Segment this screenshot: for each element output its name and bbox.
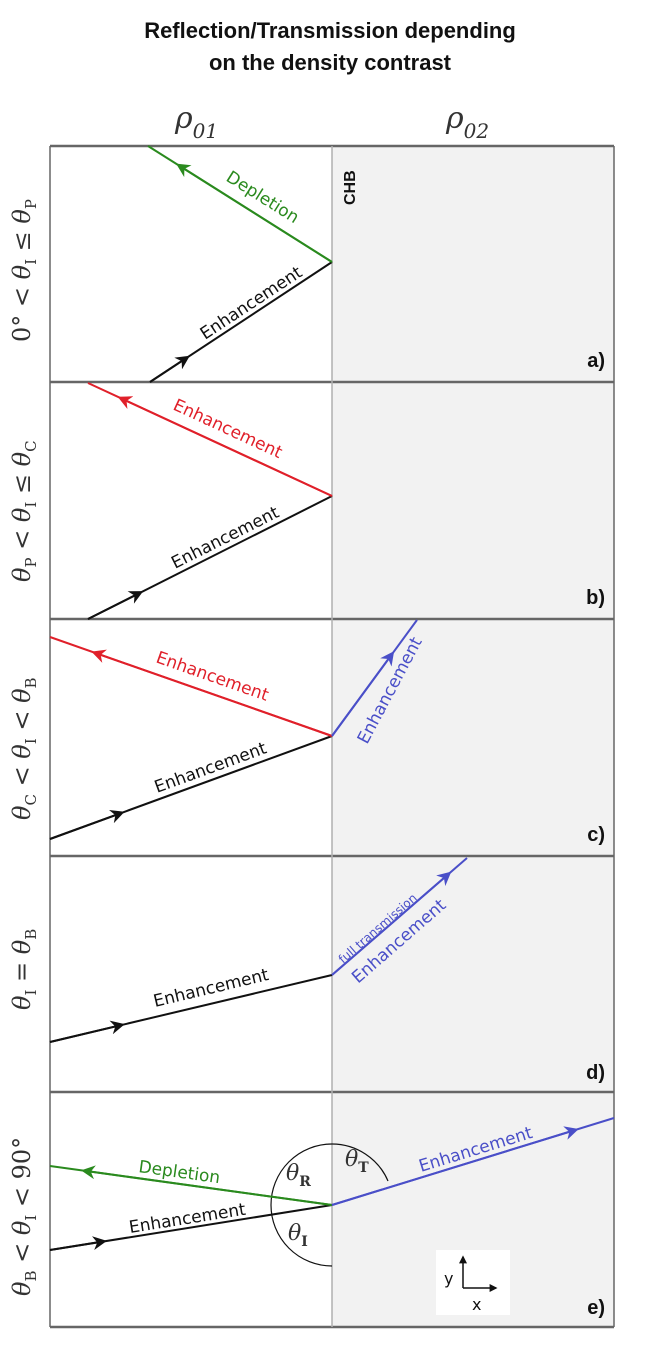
reflected-arrow-icon	[176, 163, 333, 263]
transmitted-arrow-icon	[331, 1126, 579, 1206]
angle-incidence-label: θI	[288, 1221, 308, 1250]
angle-transmission-label: θT	[345, 1147, 369, 1176]
row-label-b: θP < θI ≤ θC	[8, 440, 40, 582]
medium-1-label: ρ01	[174, 101, 218, 143]
incident-ray-label: Enhancement	[152, 738, 270, 797]
panel-letter: e)	[587, 1297, 605, 1319]
y-axis-label: y	[444, 1269, 453, 1288]
row-label-c: θC < θI < θB	[8, 677, 40, 820]
incident-ray-label: Enhancement	[128, 1200, 248, 1238]
reflected-arrow-icon	[91, 649, 333, 737]
figure-title-line-1: Reflection/Transmission depending	[144, 18, 516, 43]
angle-arc-left	[270, 1143, 333, 1267]
incident-arrow-icon	[49, 1020, 125, 1043]
angle-arc-right	[331, 1143, 389, 1182]
incident-arrow-icon	[149, 355, 190, 383]
row-label-d: θI = θB	[8, 929, 40, 1010]
coordinate-axes: y x	[436, 1250, 510, 1315]
panel-letter: d)	[586, 1062, 605, 1084]
panel-letter: a)	[587, 350, 605, 372]
incident-arrow-icon	[87, 591, 144, 620]
transmitted-arrow-icon	[331, 651, 395, 737]
incident-ray-label: Enhancement	[152, 965, 272, 1012]
svg-text:θC < θI < θB: θC < θI < θB	[8, 677, 40, 820]
svg-text:0° < θI ≤ θP: 0° < θI ≤ θP	[8, 199, 40, 342]
figure-title-line-2: on the density contrast	[209, 50, 452, 75]
svg-text:θP < θI ≤ θC: θP < θI ≤ θC	[8, 440, 40, 582]
reflected-ray-label: Enhancement	[153, 648, 271, 706]
transmitted-arrow-icon	[331, 871, 452, 976]
reflected-arrow-icon	[117, 396, 333, 497]
angle-reflection-label: θR	[286, 1161, 311, 1190]
panel-letter: b)	[586, 587, 605, 609]
axes-inset-box	[436, 1250, 510, 1315]
panel-letter: c)	[587, 824, 605, 846]
x-axis-label: x	[472, 1295, 481, 1314]
reflected-arrow-icon	[81, 1165, 333, 1206]
incident-ray-label: Enhancement	[168, 503, 282, 574]
medium-2-label: ρ02	[445, 101, 489, 143]
row-label-e: θB < θI < 90°	[8, 1137, 40, 1296]
row-label-a: 0° < θI ≤ θP	[8, 199, 40, 342]
svg-text:θB < θI < 90°: θB < θI < 90°	[8, 1137, 40, 1296]
incident-ray-label: Enhancement	[197, 262, 307, 344]
boundary-label: CHB	[342, 170, 359, 205]
svg-text:θI = θB: θI = θB	[8, 929, 40, 1010]
incident-arrow-icon	[49, 1236, 107, 1251]
incident-arrow-icon	[49, 810, 125, 840]
